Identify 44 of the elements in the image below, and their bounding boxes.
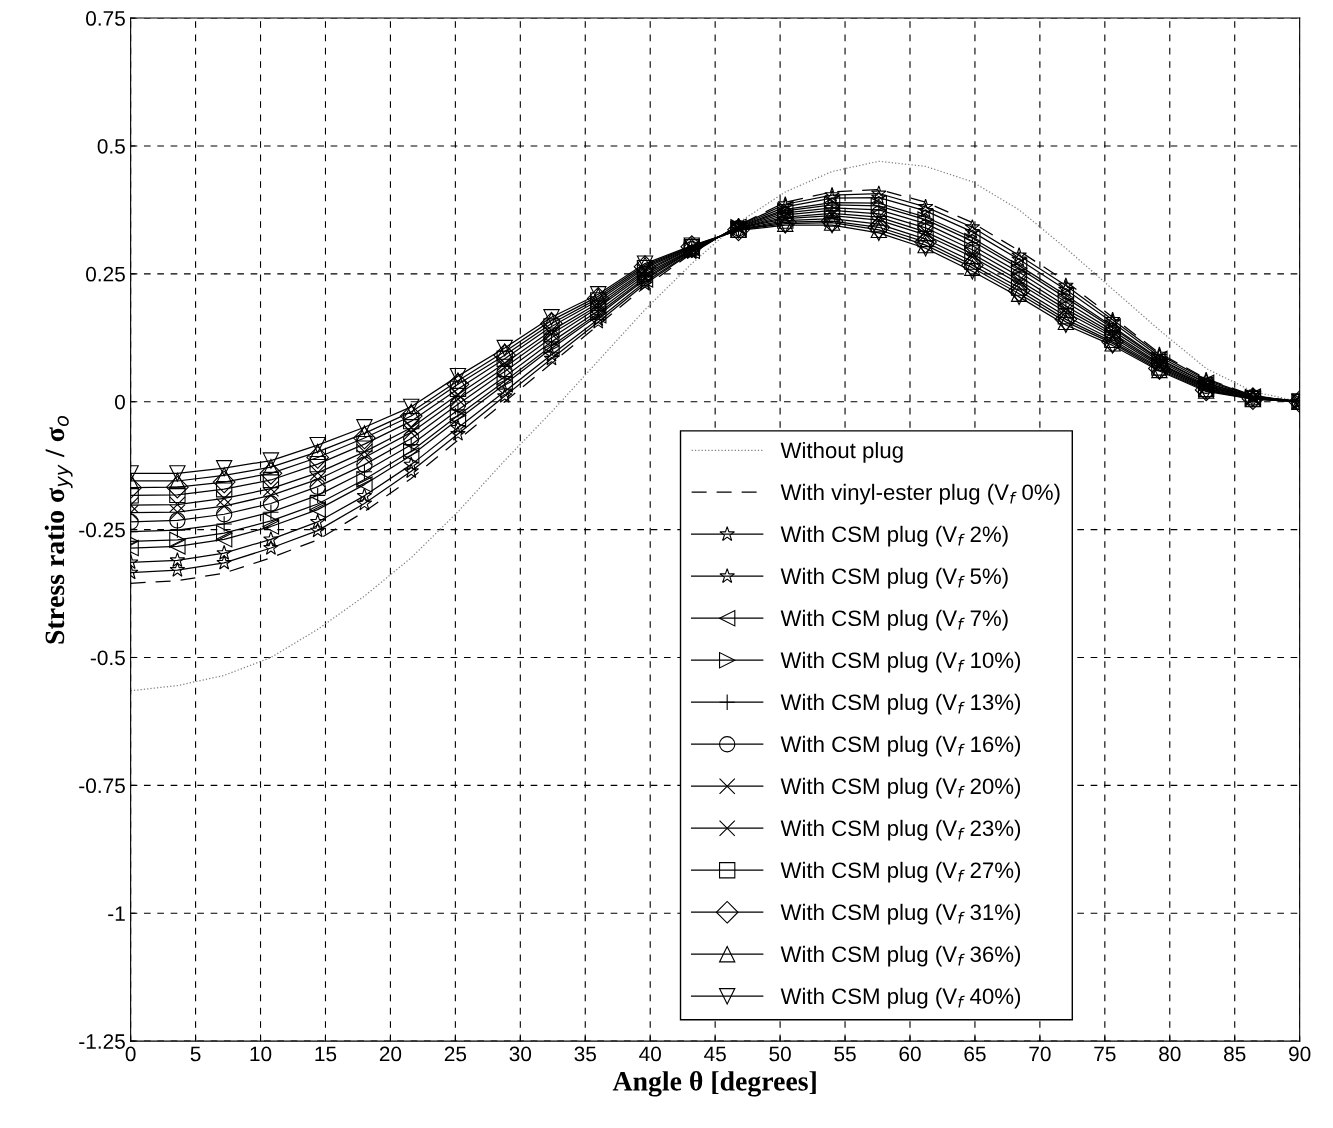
x-tick-label: 45 <box>704 1046 726 1062</box>
y-tick-label: -0.75 <box>79 778 125 794</box>
y-tick-label: 0.25 <box>86 266 125 282</box>
legend-label: With CSM plug (V$_{f}$ 27%) <box>780 861 1021 883</box>
y-tick-label: -0.5 <box>90 650 125 666</box>
x-tick-label: 90 <box>1289 1046 1311 1062</box>
x-tick-label: 0 <box>125 1046 136 1062</box>
legend-label: With CSM plug (V$_{f}$ 16%) <box>780 735 1021 757</box>
y-axis-title: Stress ratio σ$_{yy}$ / σ$_{o}$ <box>44 415 73 644</box>
x-tick-label: 5 <box>190 1046 201 1062</box>
x-tick-label: 60 <box>899 1046 921 1062</box>
x-tick-label: 35 <box>574 1046 596 1062</box>
legend-label: With CSM plug (V$_{f}$ 7%) <box>780 609 1008 631</box>
legend-label: With vinyl-ester plug (V$_{f}$ 0%) <box>780 483 1060 505</box>
x-tick-label: 85 <box>1224 1046 1246 1062</box>
x-axis-title: Angle θ [degrees] <box>612 1070 816 1097</box>
legend-label: Without plug <box>780 441 903 463</box>
x-tick-label: 75 <box>1094 1046 1116 1062</box>
x-tick-label: 40 <box>639 1046 661 1062</box>
x-tick-label: 10 <box>250 1046 272 1062</box>
legend-label: With CSM plug (V$_{f}$ 2%) <box>780 525 1008 547</box>
y-tick-label: 0.5 <box>97 138 125 154</box>
x-tick-label: 55 <box>834 1046 856 1062</box>
legend-label: With CSM plug (V$_{f}$ 10%) <box>780 651 1021 673</box>
x-tick-label: 25 <box>444 1046 467 1062</box>
legend-label: With CSM plug (V$_{f}$ 23%) <box>780 819 1021 841</box>
x-tick-label: 15 <box>315 1046 337 1062</box>
x-tick-label: 30 <box>509 1046 532 1062</box>
legend-label: With CSM plug (V$_{f}$ 5%) <box>780 567 1008 589</box>
legend-label: With CSM plug (V$_{f}$ 40%) <box>780 987 1021 1009</box>
y-tick-label: 0 <box>115 394 125 410</box>
x-tick-label: 65 <box>964 1046 986 1062</box>
legend-label: With CSM plug (V$_{f}$ 20%) <box>780 777 1021 799</box>
legend-label: With CSM plug (V$_{f}$ 13%) <box>780 693 1021 715</box>
x-tick-label: 80 <box>1159 1046 1181 1062</box>
legend-label: With CSM plug (V$_{f}$ 31%) <box>780 903 1021 925</box>
y-tick-label: -0.25 <box>79 522 125 538</box>
x-tick-label: 50 <box>769 1046 791 1062</box>
x-tick-label: 70 <box>1029 1046 1051 1062</box>
legend-label: With CSM plug (V$_{f}$ 36%) <box>780 945 1021 967</box>
y-tick-label: 0.75 <box>86 11 125 26</box>
y-tick-label: -1 <box>108 906 125 921</box>
y-tick-label: -1.25 <box>79 1034 125 1049</box>
x-tick-label: 20 <box>379 1046 402 1062</box>
